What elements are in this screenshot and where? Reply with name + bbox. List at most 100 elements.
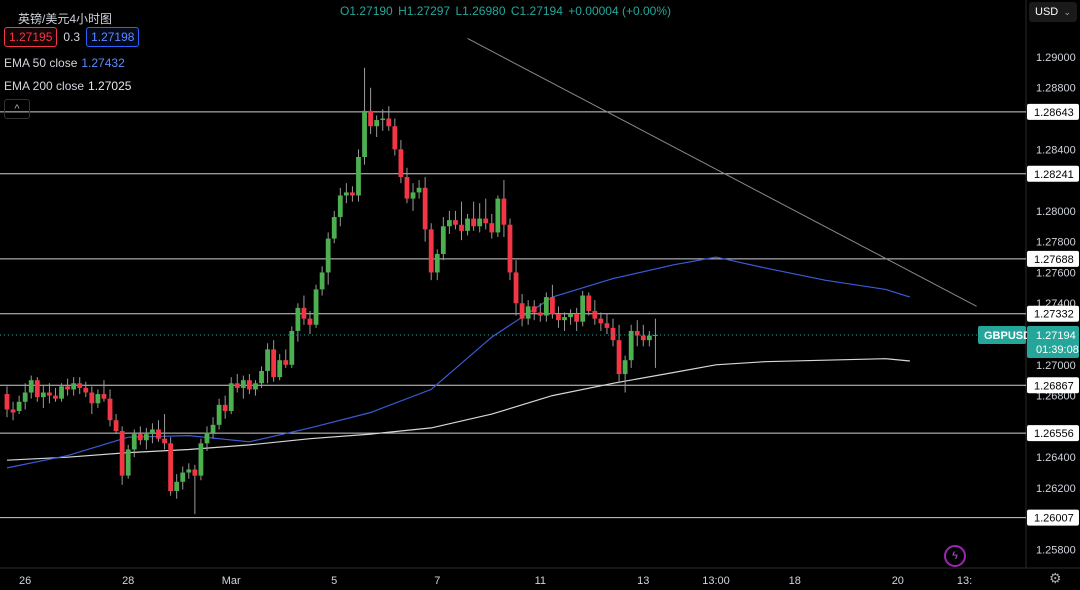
candle bbox=[343, 183, 349, 204]
ema200-legend[interactable]: EMA 200 close 1.27025 bbox=[4, 79, 131, 93]
candle bbox=[507, 218, 513, 281]
candle-body bbox=[416, 187, 422, 193]
level-price-tag: 1.26867 bbox=[1027, 377, 1079, 394]
candle-body bbox=[580, 295, 586, 322]
candle-body bbox=[640, 335, 646, 341]
candle bbox=[519, 294, 525, 327]
level-tag-label: 1.27688 bbox=[1034, 254, 1074, 266]
candle bbox=[380, 109, 386, 131]
price-tick-label: 1.27800 bbox=[1036, 237, 1076, 249]
candle bbox=[471, 201, 477, 231]
candle-body bbox=[434, 253, 440, 273]
candle bbox=[10, 401, 16, 421]
candle bbox=[47, 383, 52, 404]
candle-body bbox=[131, 434, 137, 450]
symbol-title[interactable]: 英镑/美元4小时图 bbox=[18, 12, 113, 26]
candle bbox=[89, 386, 95, 415]
candle-body bbox=[16, 401, 22, 411]
candle-body bbox=[628, 330, 634, 361]
candle-body bbox=[616, 340, 622, 375]
candle-body bbox=[107, 398, 113, 421]
candle bbox=[392, 118, 398, 156]
candle-body bbox=[22, 392, 28, 402]
currency-label: USD bbox=[1035, 6, 1059, 18]
candle-body bbox=[331, 217, 337, 239]
sell-price-button[interactable]: 1.27195 bbox=[4, 27, 58, 47]
candle-body bbox=[622, 360, 628, 375]
candle-body bbox=[240, 380, 246, 388]
candle-body bbox=[446, 220, 452, 227]
candle-body bbox=[228, 383, 234, 411]
level-price-tag: 1.28241 bbox=[1027, 165, 1079, 182]
trendline bbox=[467, 38, 977, 307]
current-price-tag-bg bbox=[1027, 325, 1079, 358]
level-tag-bg bbox=[1027, 165, 1079, 182]
candle-body bbox=[543, 297, 549, 316]
price-tick-label: 1.28800 bbox=[1036, 83, 1076, 95]
time-axis: 26 28 Mar 5 7 11 13 13:00 18 20 13: bbox=[19, 575, 972, 587]
time-tick-label: 13: bbox=[957, 575, 972, 587]
candle-body bbox=[513, 272, 519, 304]
ema50-line bbox=[6, 256, 911, 469]
candle-body bbox=[489, 223, 495, 233]
candle bbox=[501, 180, 507, 238]
candle bbox=[198, 438, 204, 481]
time-tick-label: 5 bbox=[331, 575, 337, 587]
candle-body bbox=[356, 157, 361, 196]
candle bbox=[107, 389, 113, 427]
candle bbox=[459, 201, 464, 241]
candle-body bbox=[89, 392, 95, 404]
candle bbox=[428, 223, 434, 281]
candle-body bbox=[204, 432, 210, 444]
candle bbox=[646, 330, 652, 347]
candle-body bbox=[313, 289, 319, 325]
candle bbox=[16, 395, 22, 415]
price-tick-label: 1.28000 bbox=[1036, 206, 1076, 218]
candle-body bbox=[325, 238, 331, 273]
candle bbox=[174, 474, 180, 499]
candle-body bbox=[65, 386, 70, 390]
candle-body bbox=[210, 424, 216, 433]
level-price-tag: 1.26007 bbox=[1027, 509, 1079, 526]
candle-body bbox=[28, 380, 34, 393]
ohlc-low: L1.26980 bbox=[455, 4, 506, 18]
candle bbox=[71, 377, 77, 396]
gear-icon[interactable]: ⚙ bbox=[1049, 570, 1062, 586]
lightning-icon[interactable]: ϟ bbox=[944, 545, 966, 567]
level-tag-label: 1.26556 bbox=[1034, 428, 1074, 440]
collapse-legend-icon[interactable]: ^ bbox=[4, 99, 30, 119]
candle-body bbox=[222, 404, 228, 411]
ema50-legend[interactable]: EMA 50 close 1.27432 bbox=[4, 56, 125, 70]
candle-body bbox=[374, 120, 380, 127]
candles bbox=[4, 67, 658, 515]
ohlc-readout: O1.27190 H1.27297 L1.26980 C1.27194 +0.0… bbox=[340, 4, 673, 18]
candle bbox=[28, 375, 34, 399]
candle-body bbox=[101, 394, 107, 399]
candle-body bbox=[592, 310, 598, 319]
candle bbox=[622, 355, 628, 393]
candle bbox=[477, 203, 483, 233]
candle bbox=[513, 260, 519, 316]
candle-body bbox=[550, 297, 555, 315]
ohlc-close: C1.27194 bbox=[510, 4, 563, 18]
candle-body bbox=[386, 118, 392, 127]
candle bbox=[216, 398, 222, 430]
candle-body bbox=[77, 383, 83, 388]
level-tag-bg bbox=[1027, 250, 1079, 267]
level-tag-label: 1.26007 bbox=[1034, 513, 1074, 525]
level-tag-label: 1.28643 bbox=[1034, 107, 1074, 119]
level-price-tag: 1.27688 bbox=[1027, 250, 1079, 267]
candle-body bbox=[574, 314, 580, 322]
candle bbox=[313, 284, 319, 328]
candle bbox=[616, 324, 622, 384]
candle bbox=[604, 314, 610, 335]
candle bbox=[495, 195, 501, 238]
symbol-tag-label: GBPUSD bbox=[984, 330, 1031, 342]
candle bbox=[574, 307, 580, 331]
currency-selector[interactable]: USD ⌄ bbox=[1029, 2, 1077, 22]
buy-price-button[interactable]: 1.27198 bbox=[86, 27, 140, 47]
candle bbox=[337, 187, 343, 227]
candle-body bbox=[277, 360, 283, 378]
candle bbox=[77, 377, 83, 395]
